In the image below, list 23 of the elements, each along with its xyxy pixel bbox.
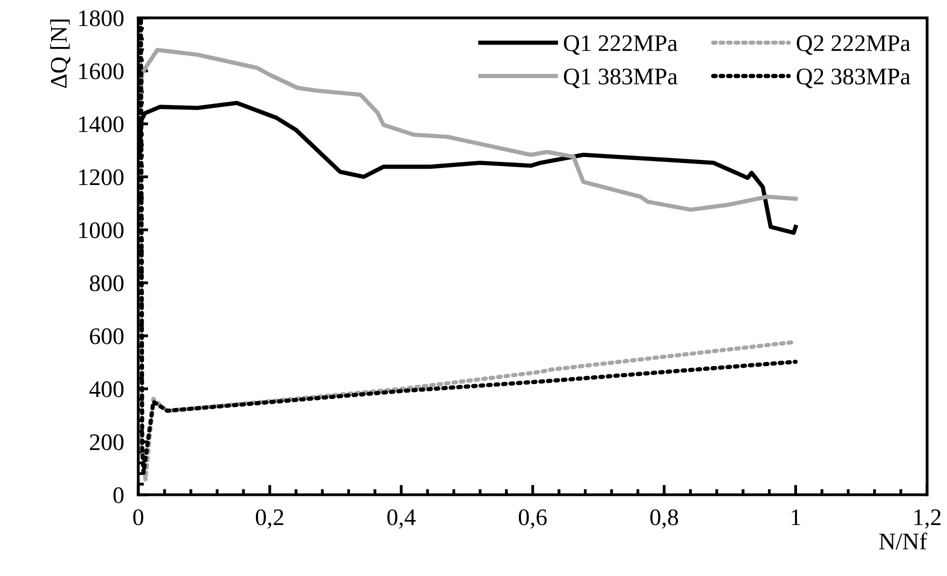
y-tick-label: 200	[90, 434, 124, 450]
legend-label: Q2 222MPa	[796, 35, 910, 55]
x-tick-label: 0,2	[256, 509, 284, 529]
x-tick-label: 0,6	[518, 509, 547, 529]
y-tick-label: 800	[90, 275, 124, 292]
y-tick-label: 1400	[79, 116, 124, 132]
x-tick-label: 1,2	[914, 509, 941, 529]
y-tick-label: 400	[89, 381, 124, 398]
y-tick-label: 1000	[79, 222, 124, 238]
x-tick-label: 0,8	[650, 509, 678, 529]
legend-label: Q2 383MPa	[796, 68, 910, 88]
y-tick-label: 1600	[79, 63, 124, 80]
x-tick-label: 0,4	[387, 509, 416, 529]
x-axis-title: N/Nf	[879, 532, 928, 550]
legend-label: Q1 383MPa	[564, 68, 678, 88]
legend-label: Q1 222MPa	[564, 35, 678, 55]
y-tick-label: 600	[90, 328, 124, 344]
y-tick-label: 1200	[79, 169, 124, 186]
x-tick-label: 0	[133, 509, 144, 526]
y-tick-label: 1800	[79, 10, 124, 26]
y-axis-title: ΔQ [N]	[50, 20, 70, 88]
x-tick-label: 1	[792, 509, 800, 526]
y-tick-label: 0	[113, 487, 124, 504]
